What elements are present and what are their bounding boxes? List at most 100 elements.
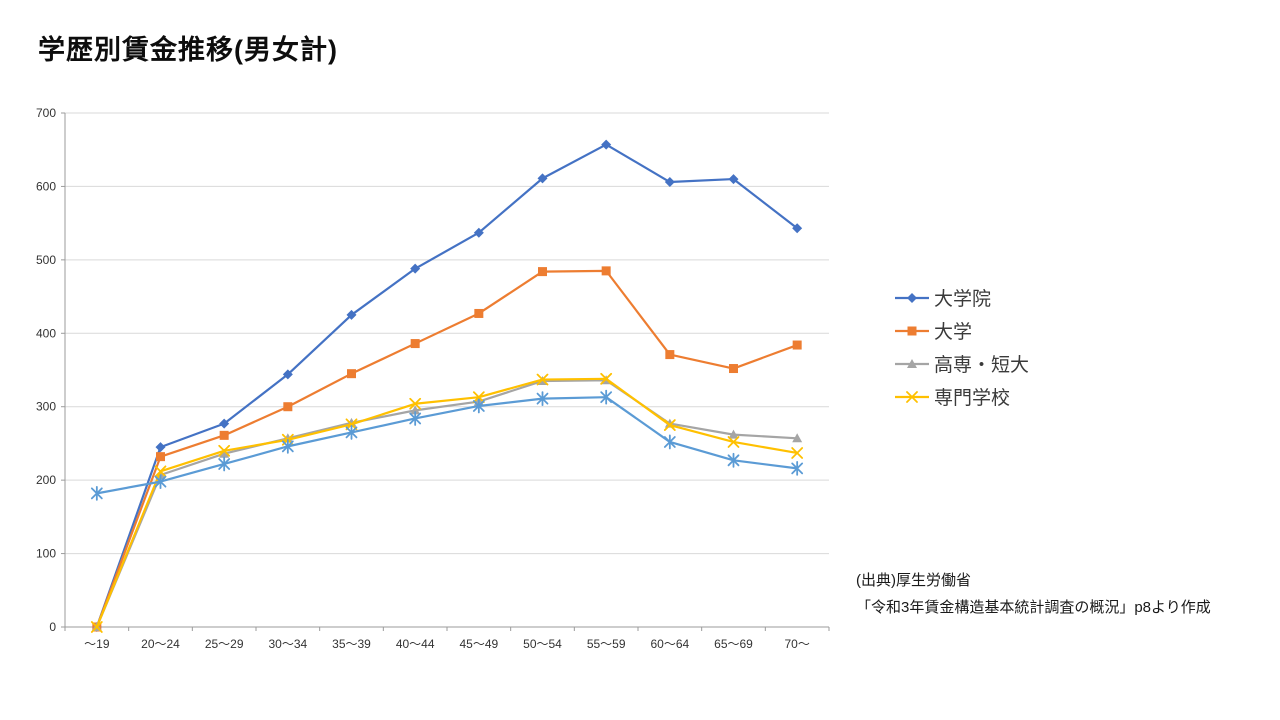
series-grad-school [91,139,803,632]
data-point-unlabeled-series [409,411,422,426]
data-point-university [347,369,356,379]
data-point-unlabeled-series [727,452,740,468]
data-point-tech-junior-college [410,405,421,415]
gridlines: 0 100 200 300 400 500 600 700 [36,106,830,634]
x-axis-label: 70～ [784,637,809,651]
data-point-grad-school [473,227,484,238]
data-point-university [538,267,547,277]
data-point-unlabeled-series [281,438,294,454]
legend-item-tech-junior-college: 高専・短大 [893,350,1029,377]
data-point-university [156,452,165,462]
x-axis-label: 40～44 [396,637,435,651]
y-axis-label: 400 [36,326,56,340]
legend-marker-glyph [906,390,918,403]
data-point-grad-school [664,177,675,188]
data-point-tech-junior-college [792,433,803,443]
data-point-vocational-school [409,397,422,410]
data-point-grad-school [410,263,421,274]
y-axis-label: 200 [36,473,56,487]
data-point-grad-school [282,369,293,380]
y-axis-label: 600 [36,179,56,193]
data-point-unlabeled-series [154,474,167,490]
data-point-vocational-school [663,419,676,431]
series-line-unlabeled-series [96,396,798,495]
data-point-grad-school [537,173,548,184]
data-point-university [729,364,738,374]
legend-label: 専門学校 [934,388,1011,409]
x-axis-label: 25～29 [205,637,244,651]
data-point-grad-school [155,442,166,453]
data-point-university [410,339,420,349]
x-axis-label: 30～34 [268,637,307,651]
data-point-tech-junior-college [728,429,739,439]
series-line-university [95,269,798,628]
x-axis-label: 65～69 [714,637,753,651]
data-point-university [283,402,293,412]
legend-marker-glyph [907,326,917,335]
y-axis-label: 700 [36,106,56,120]
legend-marker-glyph [907,358,917,368]
y-axis-label: 500 [36,253,56,267]
data-point-vocational-school [218,444,231,457]
legend-marker-triangle-icon [895,358,929,368]
series-tech-junior-college [91,375,803,631]
legend-label: 高専・短大 [934,355,1030,376]
x-axis-label: 20～24 [141,637,180,651]
series-line-vocational-school [95,377,798,628]
data-point-university [601,266,611,276]
data-point-unlabeled-series [663,434,676,450]
x-axis-label: 60～64 [650,637,689,651]
data-point-university [665,350,675,360]
data-point-vocational-school [90,621,103,633]
legend-marker-glyph [907,292,917,303]
legend-item-university: 大学 [893,317,1029,344]
series-line-tech-junior-college [95,379,798,628]
legend-marker-x-icon [895,390,929,403]
source-note: (出典)厚生労働省 「令和3年賃金構造基本統計調査の概況」p8より作成 [856,567,1211,621]
data-point-grad-school [601,139,612,150]
legend-marker-diamond-icon [895,292,929,303]
data-point-unlabeled-series [600,389,613,405]
legend-item-vocational-school: 専門学校 [893,383,1029,410]
x-axis-label: 45～49 [459,637,498,651]
data-point-unlabeled-series [345,425,358,440]
data-point-unlabeled-series [90,485,103,501]
data-point-grad-school [219,418,230,429]
y-axis-label: 100 [36,547,56,561]
data-point-unlabeled-series [536,391,549,407]
data-point-vocational-school [154,465,167,478]
data-point-vocational-school [600,372,613,385]
series-line-grad-school [95,143,798,628]
data-point-vocational-school [727,436,740,448]
series-vocational-school [90,372,804,633]
series-university [92,266,802,632]
data-point-university [474,308,484,318]
data-point-vocational-school [791,447,804,459]
data-point-unlabeled-series [218,456,231,472]
y-axis-label: 300 [36,400,56,414]
data-point-vocational-school [472,391,485,404]
x-axis-label: 55～59 [587,637,626,651]
legend-label: 大学院 [934,289,992,310]
data-point-unlabeled-series [791,460,804,476]
chart-title: 学歴別賃金推移(男女計) [38,35,338,65]
source-note-line2: 「令和3年賃金構造基本統計調査の概況」p8より作成 [856,599,1211,616]
data-point-grad-school [792,223,803,234]
x-axis-label: 35～39 [332,637,371,651]
x-axis-label: 50～54 [523,637,562,651]
source-note-line1: (出典)厚生労働省 [856,572,971,589]
data-point-grad-school [346,309,357,320]
data-point-tech-junior-college [219,448,230,458]
legend-marker-square-icon [895,326,929,335]
data-point-vocational-school [536,373,549,386]
data-point-grad-school [728,174,739,185]
y-axis-label: 0 [49,620,56,634]
legend-item-grad-school: 大学院 [893,284,1029,311]
data-point-unlabeled-series [472,398,485,414]
data-point-vocational-school [345,418,358,431]
data-point-university [792,340,802,350]
data-point-university [219,430,229,440]
x-axis-label: ～19 [84,637,110,651]
